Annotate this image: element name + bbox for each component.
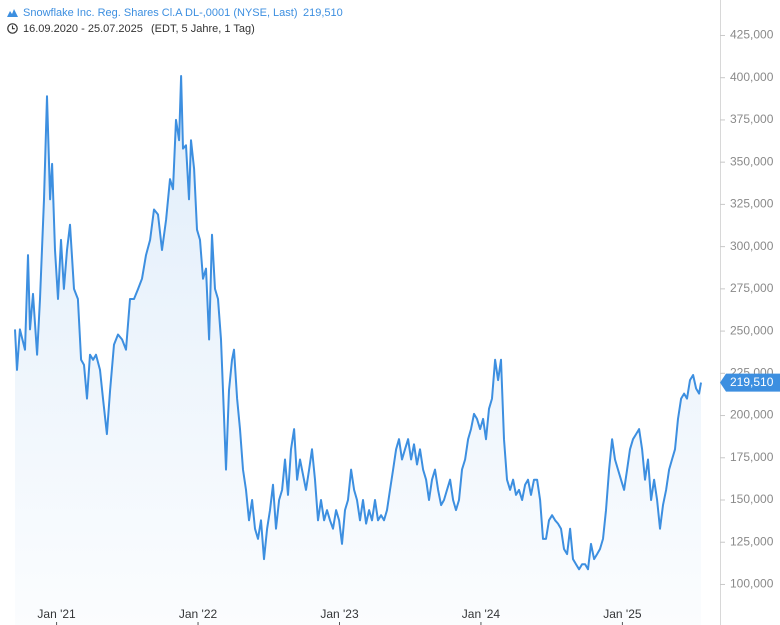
last-value-badge-label: 219,510 xyxy=(730,375,774,389)
area-fill xyxy=(14,76,702,625)
chart-icon xyxy=(7,9,18,17)
clock-icon xyxy=(7,23,18,34)
y-tick-label: 300,000 xyxy=(730,239,774,253)
y-tick-label: 175,000 xyxy=(730,450,774,464)
chart-title: Snowflake Inc. Reg. Shares Cl.A DL-,0001… xyxy=(23,7,298,19)
y-tick-label: 375,000 xyxy=(730,112,774,126)
y-tick-label: 125,000 xyxy=(730,534,774,548)
price-line xyxy=(14,75,702,571)
y-tick-label: 250,000 xyxy=(730,323,774,337)
y-tick-label: 150,000 xyxy=(730,492,774,506)
y-tick-label: 325,000 xyxy=(730,197,774,211)
clock-hands xyxy=(11,25,15,30)
last-value-badge xyxy=(720,373,780,392)
y-tick-label: 100,000 xyxy=(730,577,774,591)
y-tick-label: 275,000 xyxy=(730,281,774,295)
subtitle: (EDT, 5 Jahre, 1 Tag) xyxy=(151,23,255,35)
y-tick-label: 425,000 xyxy=(730,28,774,42)
y-tick-label: 350,000 xyxy=(730,154,774,168)
last-value: 219,510 xyxy=(303,7,343,19)
y-tick-label: 200,000 xyxy=(730,408,774,422)
y-tick-label: 400,000 xyxy=(730,70,774,84)
date-range: 16.09.2020 - 25.07.2025 xyxy=(23,23,143,35)
